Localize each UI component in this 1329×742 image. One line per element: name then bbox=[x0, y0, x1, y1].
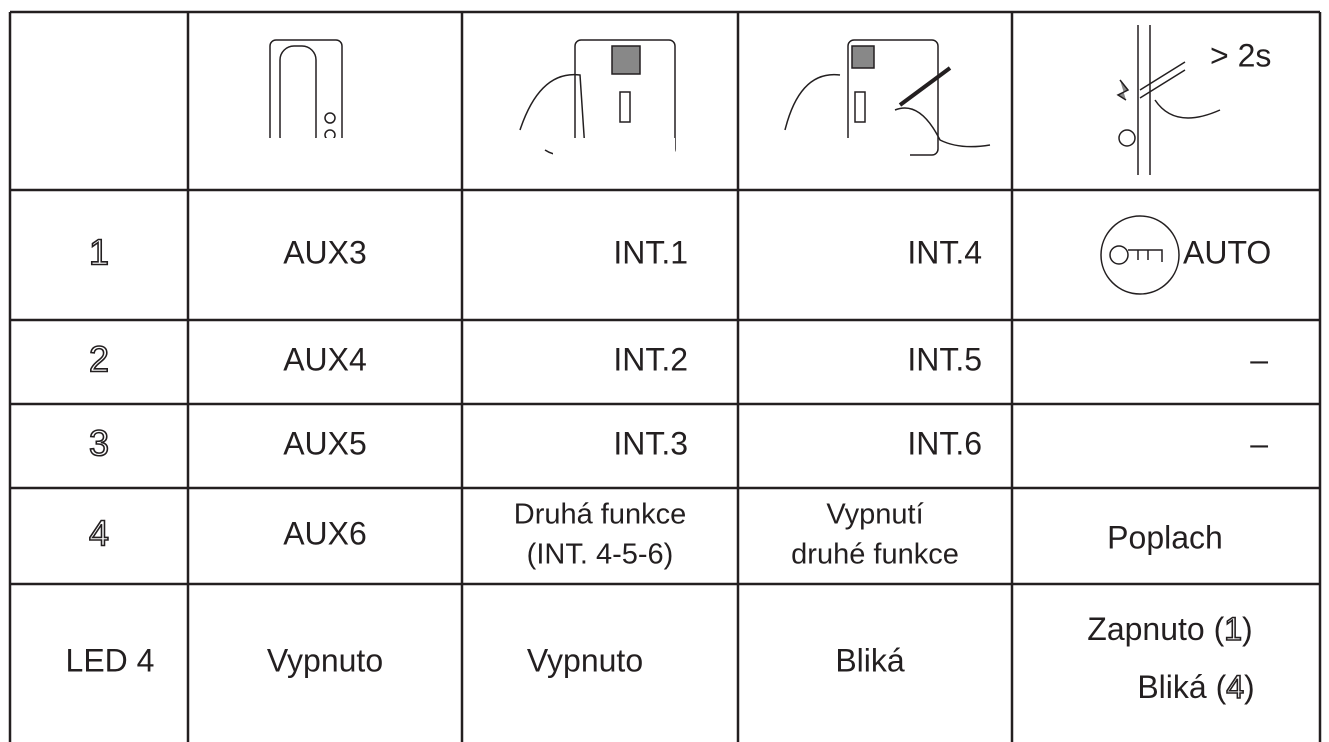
illustration-handset bbox=[262, 39, 384, 178]
key-icon bbox=[1100, 215, 1180, 295]
cell-line: Vypnutí bbox=[826, 499, 923, 531]
cell: AUX4 bbox=[283, 341, 367, 377]
cell-text: Zapnuto ( bbox=[1087, 611, 1224, 647]
cell: INT.5 bbox=[907, 341, 982, 377]
cell-digit: 4 bbox=[1226, 669, 1244, 705]
cell: AUX6 bbox=[283, 515, 367, 551]
cell-line: Bliká (4) bbox=[1137, 669, 1254, 705]
row-label: 2 bbox=[89, 339, 109, 380]
row-label: 1 bbox=[89, 232, 109, 273]
illustration-note: > 2s bbox=[1210, 37, 1271, 73]
cell: AUX3 bbox=[283, 234, 367, 270]
table-grid bbox=[8, 10, 1322, 742]
cell-line: (INT. 4-5-6) bbox=[527, 539, 674, 571]
cell: Vypnuto bbox=[527, 642, 643, 678]
cell-line: druhé funkce bbox=[791, 539, 959, 571]
cell-text: ) bbox=[1242, 611, 1253, 647]
cell-text: ) bbox=[1244, 669, 1255, 705]
cell-text: Bliká ( bbox=[1137, 669, 1226, 705]
cell-digit: 1 bbox=[1224, 611, 1242, 647]
cell: AUX5 bbox=[283, 425, 367, 461]
cell: INT.2 bbox=[613, 341, 688, 377]
cell-line: Zapnuto (1) bbox=[1087, 611, 1252, 647]
cell-line: Druhá funkce bbox=[514, 499, 687, 531]
illustration-long-press bbox=[1116, 25, 1221, 175]
cell: INT.1 bbox=[613, 234, 688, 270]
row-label: LED 4 bbox=[66, 642, 155, 678]
row-label: 3 bbox=[89, 423, 109, 464]
cell: INT.4 bbox=[907, 234, 982, 270]
cell: – bbox=[1250, 341, 1268, 377]
cell: AUTO bbox=[1183, 234, 1271, 270]
row-label: 4 bbox=[89, 513, 109, 554]
cell: INT.3 bbox=[613, 425, 688, 461]
cell: – bbox=[1250, 425, 1268, 461]
illustration-press-button bbox=[784, 39, 991, 178]
illustration-lift-handset bbox=[519, 39, 676, 178]
cell: Bliká bbox=[835, 642, 905, 678]
cell: INT.6 bbox=[907, 425, 982, 461]
cell: Poplach bbox=[1107, 519, 1223, 555]
cell: Vypnuto bbox=[267, 642, 383, 678]
